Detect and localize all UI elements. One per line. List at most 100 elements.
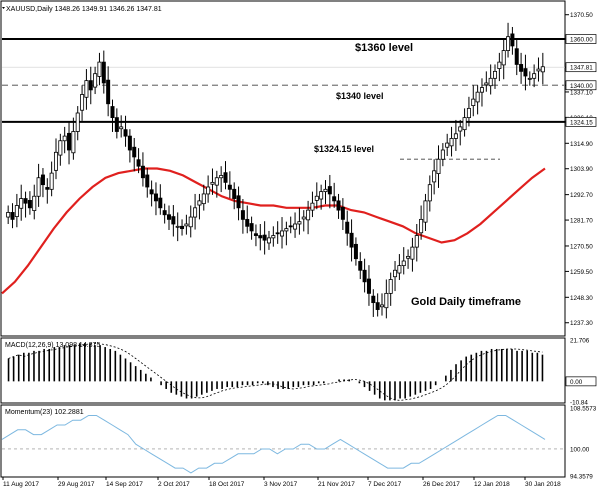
date-tick-label: 21 Nov 2017 xyxy=(318,481,355,488)
candle-body xyxy=(449,138,454,147)
price-tag-box xyxy=(565,34,597,44)
candle-body xyxy=(45,187,50,190)
candle-body xyxy=(249,223,254,232)
candle-body xyxy=(32,195,37,211)
candle-body xyxy=(479,87,484,93)
candle-body xyxy=(353,243,358,260)
candle-body xyxy=(414,235,419,248)
candle-body xyxy=(210,181,215,185)
candle-body xyxy=(119,126,124,130)
candle-body xyxy=(301,216,306,220)
momentum-line xyxy=(1,415,546,474)
price-tick-label: 1281.70 xyxy=(570,218,593,225)
candle-body xyxy=(214,177,219,186)
candle-body xyxy=(240,210,245,220)
candle-body xyxy=(519,64,524,72)
price-tick-label: 1337.10 xyxy=(570,89,593,96)
price-tag-box xyxy=(565,117,597,127)
annotation-1360: $1360 level xyxy=(355,42,413,54)
momentum-panel-frame xyxy=(0,404,566,478)
candle-body xyxy=(379,304,384,308)
candle-body xyxy=(366,278,371,294)
candle-body xyxy=(14,205,19,217)
momentum-tick-label: 94.3579 xyxy=(570,474,593,481)
candle-body xyxy=(523,68,528,77)
annotation-1324: $1324.15 level xyxy=(314,144,374,154)
price-tick-label: 1370.50 xyxy=(570,12,593,19)
date-tick-label: 7 Dec 2017 xyxy=(368,481,402,488)
candle-body xyxy=(293,223,298,230)
collapse-triangle-icon[interactable] xyxy=(2,7,5,9)
date-tick-label: 29 Aug 2017 xyxy=(58,481,95,488)
candle-body xyxy=(358,261,363,271)
candle-body xyxy=(162,210,167,216)
price-tick-label: 1248.30 xyxy=(570,295,593,302)
candle-body xyxy=(197,200,202,206)
date-tick-label: 3 Nov 2017 xyxy=(264,481,298,488)
candle-body xyxy=(375,302,380,310)
candle-body xyxy=(36,177,41,197)
candle-body xyxy=(223,172,228,183)
candle-body xyxy=(266,237,271,244)
annotation-1340: $1340 level xyxy=(336,91,384,101)
candle-body xyxy=(184,223,189,227)
candle-body xyxy=(419,218,424,234)
candle-body xyxy=(397,265,402,274)
candle-body xyxy=(49,172,54,190)
price-tick-label: 1360.00 xyxy=(570,37,593,44)
candle-body xyxy=(310,202,315,211)
candle-body xyxy=(488,77,493,87)
candle-body xyxy=(332,196,337,202)
candle-body xyxy=(145,174,150,188)
momentum-tick-label: 108.5573 xyxy=(570,406,597,413)
candle-body xyxy=(75,112,80,132)
candle-body xyxy=(227,184,232,190)
candle-body xyxy=(67,132,72,151)
candle-body xyxy=(349,232,354,248)
candle-body xyxy=(423,200,428,223)
candle-body xyxy=(140,165,145,179)
price-tag-box xyxy=(565,80,597,91)
candle-body xyxy=(540,66,545,73)
candle-body xyxy=(514,48,519,65)
price-tag-box xyxy=(565,62,597,73)
candle-body xyxy=(6,212,11,218)
momentum-label: Momentum(23) 102.2881 xyxy=(5,409,84,416)
candle-body xyxy=(493,70,498,79)
candle-body xyxy=(40,174,45,186)
candle-body xyxy=(371,295,376,304)
candle-body xyxy=(23,198,28,204)
candle-body xyxy=(340,206,345,220)
candle-body xyxy=(336,200,341,211)
candle-body xyxy=(193,207,198,218)
candle-body xyxy=(106,79,111,105)
candle-body xyxy=(484,82,489,86)
candle-body xyxy=(280,230,285,237)
candle-body xyxy=(427,184,432,202)
candle-body xyxy=(440,149,445,160)
candle-body xyxy=(149,189,154,195)
candle-body xyxy=(314,195,319,201)
candle-body xyxy=(262,234,267,241)
candle-body xyxy=(219,175,224,179)
candle-body xyxy=(506,36,511,51)
candle-body xyxy=(388,279,393,294)
candle-body xyxy=(297,221,302,225)
price-tick-label: 1324.15 xyxy=(570,119,593,126)
date-tick-label: 26 Dec 2017 xyxy=(423,481,460,488)
price-tick-label: 1259.50 xyxy=(570,269,593,276)
candle-body xyxy=(201,193,206,205)
candle-body xyxy=(406,255,411,259)
candle-body xyxy=(453,133,458,139)
candle-body xyxy=(232,188,237,199)
candle-body xyxy=(158,197,163,209)
candle-body xyxy=(127,135,132,151)
candle-body xyxy=(475,91,480,103)
candle-body xyxy=(101,61,106,84)
date-tick-label: 2 Oct 2017 xyxy=(158,481,190,488)
candle-body xyxy=(80,94,85,111)
annotation-timeframe: Gold Daily timeframe xyxy=(411,296,521,308)
candle-body xyxy=(53,151,58,171)
candle-body xyxy=(236,195,241,209)
